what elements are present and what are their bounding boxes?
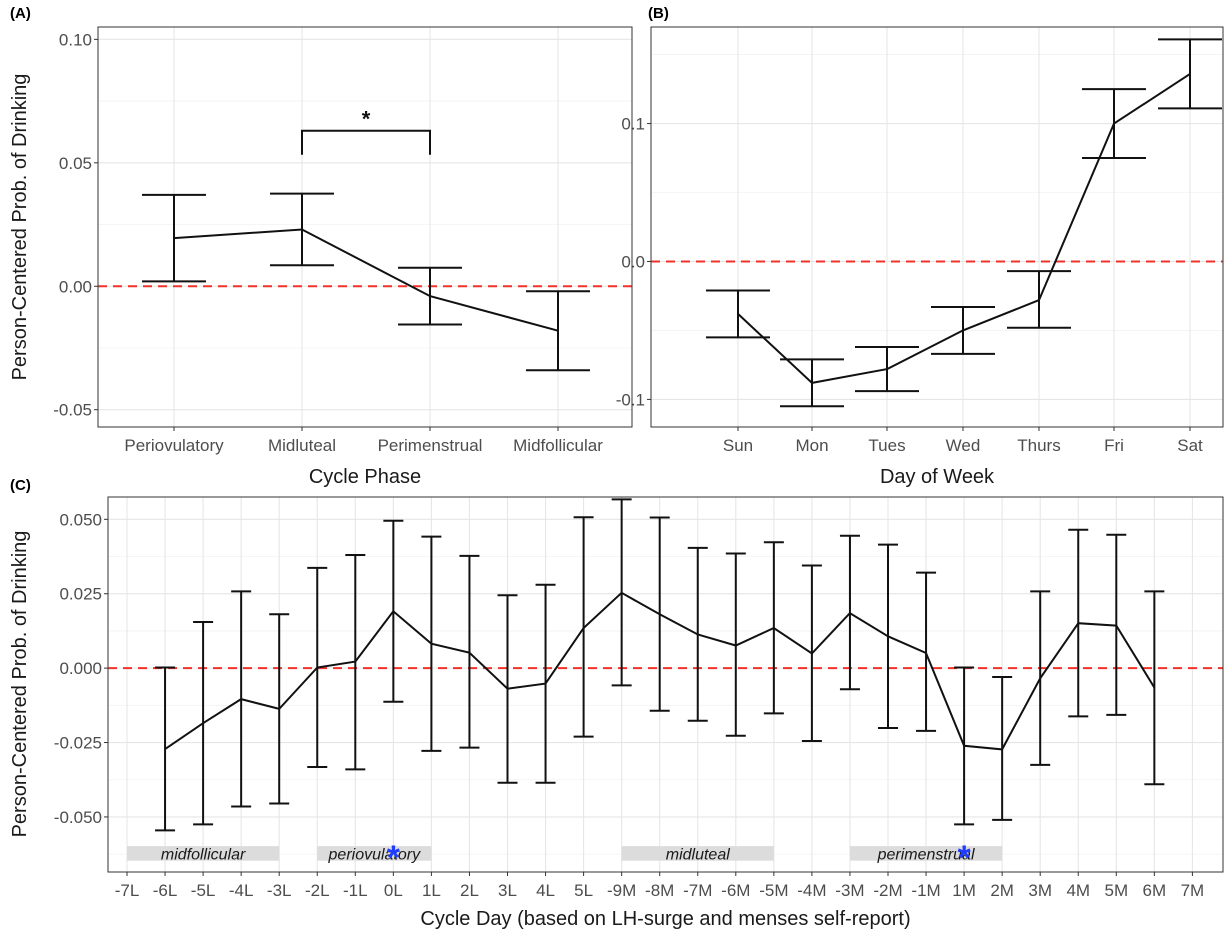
x-tick-label: Periovulatory [124, 436, 224, 455]
phase-label: midluteal [666, 846, 730, 863]
x-tick-label: 6M [1143, 881, 1167, 900]
x-axis-title: Cycle Phase [309, 466, 421, 488]
plot-background [98, 27, 632, 427]
x-tick-label: Midfollicular [513, 436, 603, 455]
significance-star: * [362, 107, 371, 132]
panel-tag: (A) [10, 5, 31, 22]
x-tick-label: -7L [115, 881, 140, 900]
x-tick-label: 7M [1181, 881, 1205, 900]
y-tick-label: -0.050 [54, 808, 102, 827]
x-tick-label: 5M [1104, 881, 1128, 900]
y-tick-label: 0.00 [59, 277, 92, 296]
plot-border [650, 26, 1224, 428]
series-line [164, 591, 1156, 751]
error-bar [1144, 590, 1165, 786]
y-tick-label: -0.1 [616, 390, 645, 409]
x-tick-label: Fri [1104, 436, 1124, 455]
x-tick-label: -3M [835, 881, 864, 900]
error-bar [706, 289, 770, 339]
error-bar [526, 290, 590, 372]
x-tick-label: -1L [343, 881, 368, 900]
x-tick-label: -2M [873, 881, 902, 900]
y-tick-label: -0.025 [54, 734, 102, 753]
x-tick-label: -4L [229, 881, 254, 900]
x-tick-label: Tues [868, 436, 905, 455]
x-tick-label: 1L [422, 881, 441, 900]
x-tick-label: 5L [574, 881, 593, 900]
y-tick-label: -0.05 [53, 401, 92, 420]
x-tick-label: -2L [305, 881, 330, 900]
panel-b: (B) -0.1 0.0 0.1 Sun Mon Tues Wed Thurs Fri Sat Day… [616, 5, 1224, 488]
phase-label: periovulatory [328, 846, 422, 863]
x-tick-label: Sat [1177, 436, 1203, 455]
series-line [173, 228, 559, 332]
x-tick-label: 3M [1028, 881, 1052, 900]
phase-box-periovulatory [317, 846, 432, 861]
y-tick-label: 0.05 [59, 154, 92, 173]
y-tick-label: 0.025 [59, 585, 102, 604]
x-tick-label: 3L [498, 881, 517, 900]
x-tick-label: 2L [460, 881, 479, 900]
x-tick-label: Mon [795, 436, 828, 455]
x-tick-label: -6L [153, 881, 178, 900]
x-tick-label: -8M [645, 881, 674, 900]
y-axis-title: Person-Centered Prob. of Drinking [9, 74, 31, 381]
error-bar [142, 193, 206, 283]
y-axis-title: Person-Centered Prob. of Drinking [9, 531, 31, 838]
x-axis-title: Cycle Day (based on LH-surge and menses … [420, 908, 910, 930]
x-tick-label: 4M [1066, 881, 1090, 900]
plot-background [108, 497, 1223, 872]
panel-a: (A) * -0.05 0.00 0.05 0.10 Periovulatory Midlut… [9, 5, 633, 488]
x-tick-label: 1M [952, 881, 976, 900]
x-tick-label: 2M [990, 881, 1014, 900]
panel-c: (C) midfollicular periovulatory midluteal pe… [9, 477, 1224, 930]
x-axis-title: Day of Week [880, 466, 995, 488]
x-tick-label: -1M [911, 881, 940, 900]
plot-background [651, 27, 1223, 427]
x-tick-label: Thurs [1017, 436, 1060, 455]
x-tick-label: -3L [267, 881, 292, 900]
phase-box-perimenstrual [849, 846, 1003, 861]
panel-tag: (C) [10, 477, 31, 494]
panel-tag: (B) [648, 5, 669, 22]
x-tick-label: -7M [683, 881, 712, 900]
series-line [737, 73, 1191, 384]
x-tick-label: Perimenstrual [378, 436, 483, 455]
error-bar [1158, 38, 1222, 110]
x-tick-label: 0L [384, 881, 403, 900]
plot-border [97, 26, 633, 428]
phase-label: midfollicular [161, 846, 246, 863]
x-tick-label: -9M [607, 881, 636, 900]
y-tick-label: 0.000 [59, 659, 102, 678]
x-tick-label: Midluteal [268, 436, 336, 455]
plot-border [107, 496, 1224, 873]
y-tick-label: 0.10 [59, 30, 92, 49]
y-tick-label: 0.1 [621, 115, 645, 134]
x-tick-label: -4M [797, 881, 826, 900]
x-tick-label: 4L [536, 881, 555, 900]
x-tick-label: -6M [721, 881, 750, 900]
x-tick-label: -5L [191, 881, 216, 900]
x-tick-label: Wed [946, 436, 981, 455]
x-tick-label: Sun [723, 436, 753, 455]
phase-box-midfollicular [127, 846, 280, 861]
significance-marker: * [387, 839, 401, 877]
error-bar [916, 571, 937, 732]
x-tick-label: -5M [759, 881, 788, 900]
significance-marker: * [957, 839, 971, 877]
y-tick-label: 0.0 [621, 252, 645, 271]
significance-bracket [301, 129, 431, 155]
phase-label: perimenstrual [877, 846, 975, 863]
phase-box-midluteal [621, 846, 774, 861]
y-tick-label: 0.050 [59, 510, 102, 529]
